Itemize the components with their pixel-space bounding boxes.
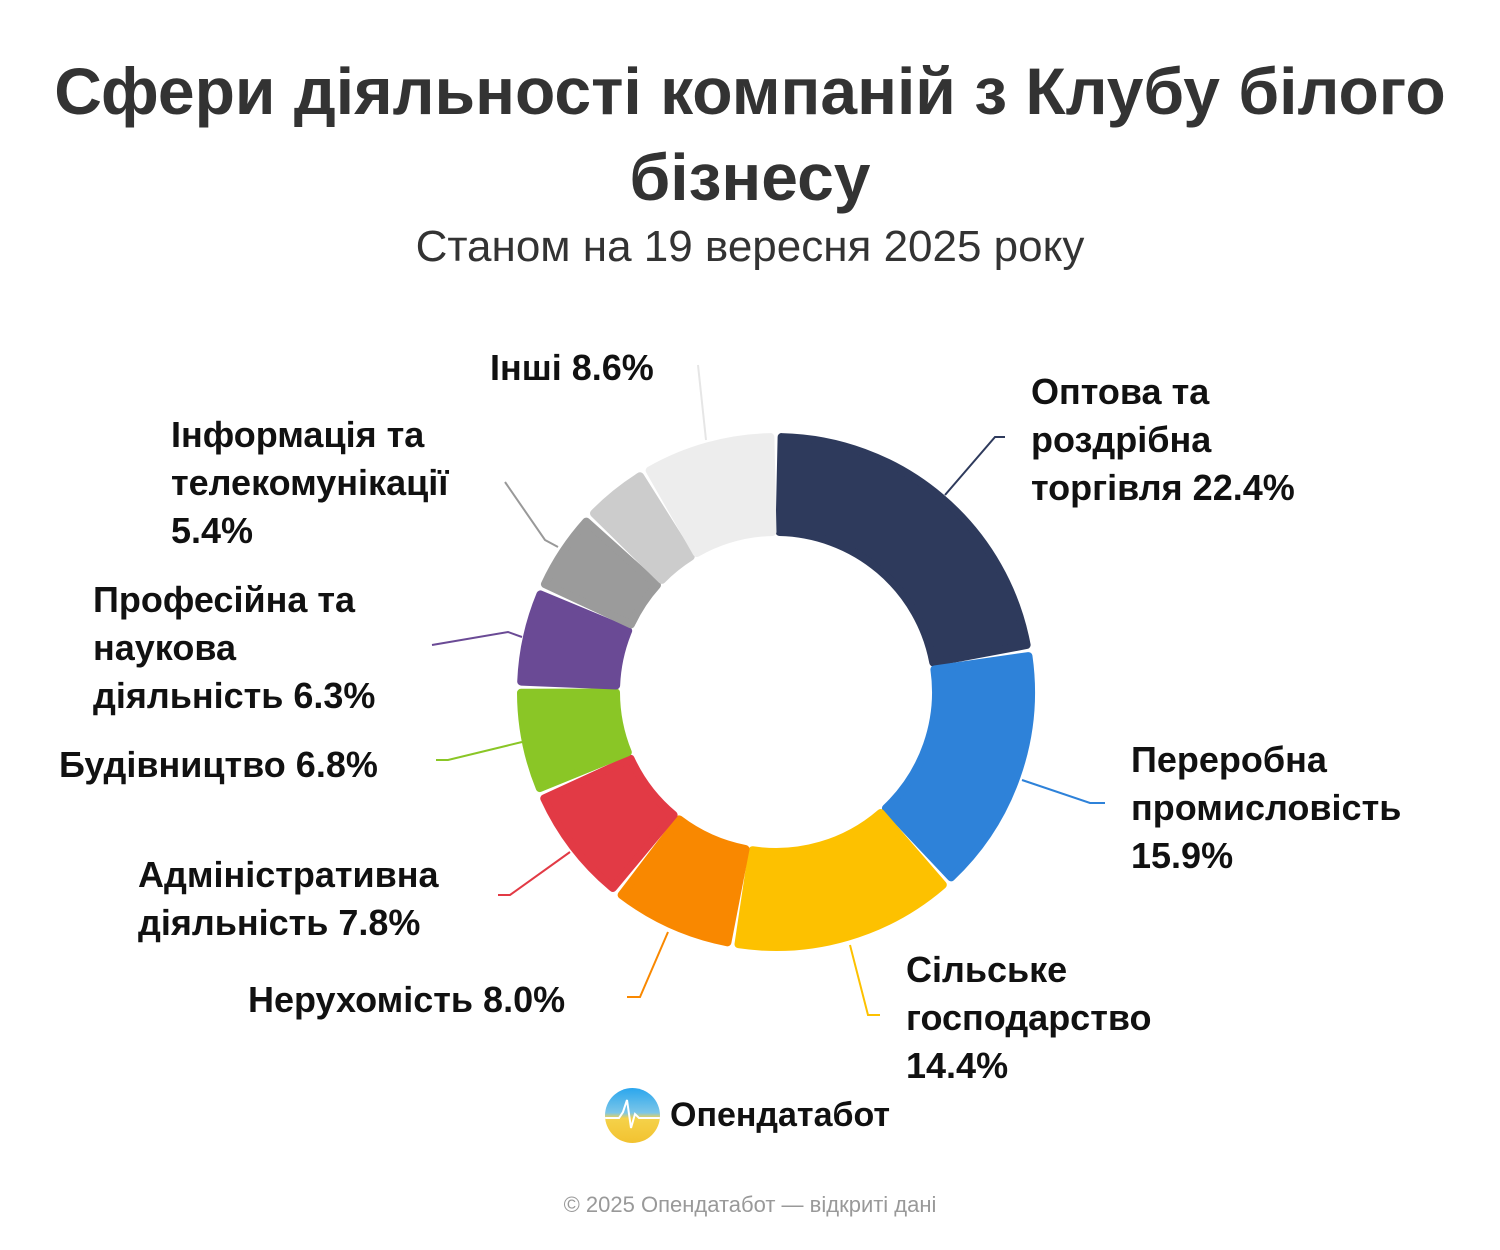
donut-slice-8: [589, 472, 695, 584]
chart-subtitle: Станом на 19 вересня 2025 року: [415, 222, 1085, 271]
leader-line-it: [504, 481, 559, 548]
leader-line-agriculture: [849, 944, 880, 1016]
leader-line-admin: [498, 851, 571, 896]
footer-copyright: © 2025 Опендатабот — відкриті дані: [563, 1192, 937, 1217]
slice-label-manufacturing: Переробна промисловість 15.9%: [1131, 739, 1402, 876]
donut-slice-4: [540, 754, 678, 892]
slice-label-professional: Професійна та наукова діяльність 6.3%: [93, 579, 376, 716]
leader-line-other: [697, 364, 707, 441]
slice-label-it: Інформація та телекомунікації 5.4%: [171, 414, 449, 551]
donut-slice-6: [517, 590, 633, 690]
opendatabot-logo-icon: [605, 1088, 660, 1143]
leader-line-professional: [431, 630, 523, 646]
donut-slice-3: [617, 815, 750, 947]
slice-label-agriculture: Сільське господарство 14.4%: [906, 949, 1152, 1086]
leader-line-manufacturing: [1021, 779, 1105, 804]
leader-line-trade: [944, 436, 1005, 496]
chart-title: Сфери діяльності компаній з Клубу білого…: [54, 54, 1446, 214]
slice-label-trade: Оптова та роздрібна торгівля 22.4%: [1031, 371, 1295, 508]
donut-slice-2: [734, 809, 947, 951]
slice-label-realestate: Нерухомість 8.0%: [248, 979, 566, 1020]
slice-label-admin: Адміністративна діяльність 7.8%: [138, 854, 439, 943]
leader-line-realestate: [627, 931, 669, 998]
donut-slice-0: [775, 433, 1031, 667]
logo-text: Опендатабот: [670, 1096, 891, 1134]
donut-slice-1: [881, 652, 1035, 882]
brand-logo: Опендатабот: [605, 1088, 890, 1143]
donut-slice-9: [645, 433, 777, 558]
slice-label-other: Інші 8.6%: [490, 347, 654, 388]
slice-label-construction: Будівництво 6.8%: [59, 744, 378, 785]
leader-line-construction: [436, 741, 523, 761]
donut-slice-5: [517, 688, 632, 793]
donut-slice-7: [540, 517, 661, 629]
